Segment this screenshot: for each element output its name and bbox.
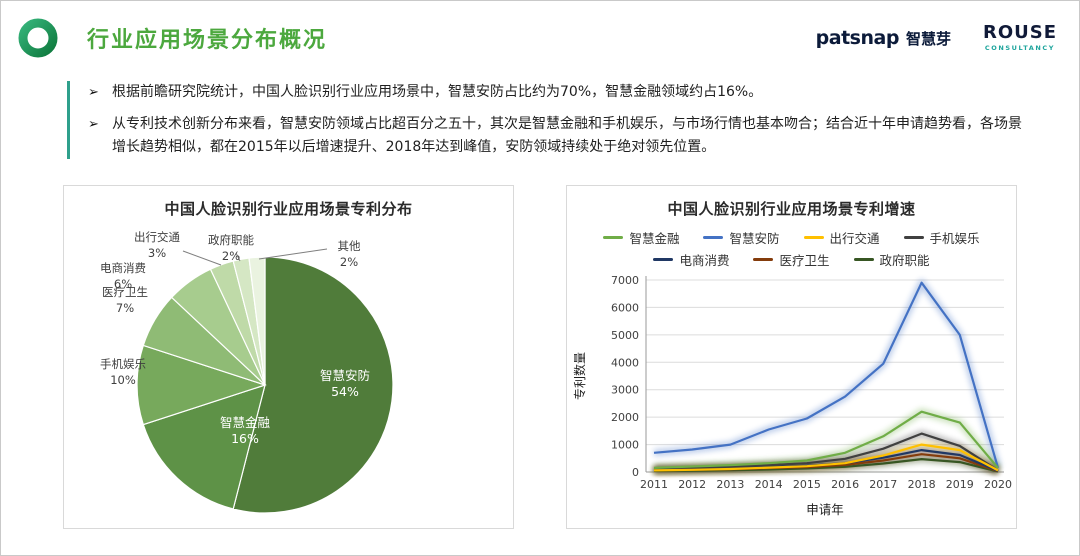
patsnap-cn-name: 智慧芽 bbox=[905, 30, 951, 48]
pie-label-pct: 2% bbox=[221, 249, 239, 263]
bullet-text: 根据前瞻研究院统计，中国人脸识别行业应用场景中，智慧安防占比约为70%，智慧金融… bbox=[112, 84, 763, 100]
y-tick-label: 5000 bbox=[611, 329, 639, 342]
pie-label: 政府职能 bbox=[208, 233, 254, 247]
line-chart-legend: 智慧金融 智慧安防 出行交通 手机娱乐电商消费 医疗卫生 政府职能 bbox=[603, 225, 980, 272]
legend-item: 手机娱乐 bbox=[903, 228, 980, 247]
pie-leader-line bbox=[182, 250, 221, 266]
legend-line-swatch bbox=[653, 258, 674, 262]
pie-label: 电商消费 bbox=[100, 261, 146, 275]
legend-label: 智慧金融 bbox=[629, 231, 680, 247]
y-tick-label: 1000 bbox=[611, 439, 639, 452]
x-tick-label: 2012 bbox=[678, 478, 706, 491]
x-tick-label: 2015 bbox=[792, 478, 820, 491]
line-chart-panel: 中国人脸识别行业应用场景专利增速 智慧金融 智慧安防 出行交通 手机娱乐电商消费 医疗卫… bbox=[566, 185, 1017, 530]
legend-label: 出行交通 bbox=[829, 231, 880, 247]
series-line bbox=[653, 410, 999, 470]
bullet-text: 从专利技术创新分布来看，智慧安防领域占比超百分之五十，其次是智慧金融和手机娱乐，… bbox=[112, 116, 1022, 156]
pie-label: 出行交通 bbox=[134, 230, 180, 244]
x-tick-label: 2017 bbox=[869, 478, 897, 491]
bullet-item: ➢ 根据前瞻研究院统计，中国人脸识别行业应用场景中，智慧安防占比约为70%，智慧… bbox=[88, 81, 1023, 104]
pie-label-pct: 3% bbox=[147, 246, 165, 260]
legend-label: 医疗卫生 bbox=[779, 253, 830, 269]
series-line bbox=[653, 432, 999, 472]
pie-chart-title: 中国人脸识别行业应用场景专利分布 bbox=[164, 200, 413, 219]
pie-slice bbox=[142, 384, 266, 511]
pie-label: 智慧金融 bbox=[219, 415, 270, 430]
x-tick-label: 2011 bbox=[640, 478, 668, 491]
patsnap-wordmark: patsnap bbox=[815, 27, 900, 49]
charts-row: 中国人脸识别行业应用场景专利分布 智慧安防 54% 智慧金融 16% 手机娱乐 10% 医疗… bbox=[1, 185, 1079, 530]
header: 行业应用场景分布概况 patsnap 智慧芽 ROUSE CONSULTANCY bbox=[1, 1, 1079, 61]
y-tick-label: 3000 bbox=[611, 384, 639, 397]
x-tick-label: 2019 bbox=[945, 478, 973, 491]
logo-group: patsnap 智慧芽 ROUSE CONSULTANCY bbox=[816, 24, 1057, 52]
legend-line-swatch bbox=[753, 258, 774, 262]
x-tick-label: 2016 bbox=[831, 478, 859, 491]
legend-row: 电商消费 医疗卫生 政府职能 bbox=[603, 250, 979, 269]
legend-line-swatch bbox=[603, 236, 624, 240]
y-tick-label: 7000 bbox=[611, 274, 639, 287]
bullet-item: ➢ 从专利技术创新分布来看，智慧安防领域占比超百分之五十，其次是智慧金融和手机娱… bbox=[88, 113, 1023, 159]
line-chart-title: 中国人脸识别行业应用场景专利增速 bbox=[667, 200, 916, 219]
patsnap-logo: patsnap 智慧芽 bbox=[816, 27, 951, 49]
rouse-logo: ROUSE CONSULTANCY bbox=[983, 24, 1057, 52]
legend-line-swatch bbox=[703, 236, 724, 240]
pie-label-pct: 54% bbox=[331, 384, 359, 399]
x-tick-label: 2013 bbox=[716, 478, 744, 491]
legend-label: 智慧安防 bbox=[729, 231, 780, 247]
pie-label-pct: 2% bbox=[339, 255, 357, 269]
pie-label-pct: 16% bbox=[231, 431, 259, 446]
line-chart: 0 1000 2000 3000 4000 5000 6000 7000 2011 2012 201… bbox=[572, 274, 1012, 517]
legend-line-swatch bbox=[903, 236, 924, 240]
x-tick-label: 2014 bbox=[754, 478, 782, 491]
page-title: 行业应用场景分布概况 bbox=[87, 28, 328, 53]
legend-label: 政府职能 bbox=[879, 253, 930, 269]
pie-label: 手机娱乐 bbox=[100, 357, 146, 371]
legend-item: 出行交通 bbox=[803, 228, 880, 247]
series-line bbox=[653, 281, 999, 469]
legend-label: 电商消费 bbox=[679, 253, 730, 269]
pie-label: 智慧安防 bbox=[319, 368, 369, 383]
summary-bullets: ➢ 根据前瞻研究院统计，中国人脸识别行业应用场景中，智慧安防占比约为70%，智慧… bbox=[67, 81, 1023, 160]
rouse-wordmark: ROUSE bbox=[982, 22, 1057, 44]
legend-item: 电商消费 bbox=[653, 250, 729, 269]
y-axis-title: 专利数量 bbox=[572, 352, 587, 400]
legend-item: 智慧金融 bbox=[603, 228, 679, 247]
series-line bbox=[653, 443, 999, 472]
pie-label-pct: 6% bbox=[113, 277, 131, 291]
legend-line-swatch bbox=[853, 258, 874, 262]
legend-line-swatch bbox=[803, 236, 824, 240]
y-tick-label: 0 bbox=[632, 466, 639, 479]
pie-slice bbox=[135, 344, 267, 426]
legend-row: 智慧金融 智慧安防 出行交通 手机娱乐 bbox=[603, 228, 980, 247]
pie-label: 其他 bbox=[337, 239, 360, 253]
pie-slice bbox=[247, 256, 266, 386]
pie-chart-panel: 中国人脸识别行业应用场景专利分布 智慧安防 54% 智慧金融 16% 手机娱乐 10% 医疗… bbox=[63, 185, 514, 530]
pie-label-pct: 7% bbox=[115, 301, 133, 315]
bullet-arrow-icon: ➢ bbox=[88, 85, 99, 100]
pie-leader-line bbox=[235, 253, 240, 262]
x-tick-label: 2020 bbox=[984, 478, 1012, 491]
x-axis-title: 申请年 bbox=[806, 502, 844, 517]
y-tick-label: 6000 bbox=[611, 302, 639, 315]
pie-label-pct: 10% bbox=[110, 373, 136, 387]
bullet-arrow-icon: ➢ bbox=[88, 117, 99, 133]
y-tick-label: 2000 bbox=[611, 411, 639, 424]
x-tick-label: 2018 bbox=[907, 478, 935, 491]
brand-ring-icon bbox=[18, 18, 58, 58]
rouse-subtitle: CONSULTANCY bbox=[984, 44, 1056, 53]
y-tick-label: 4000 bbox=[611, 357, 639, 370]
pie-slice bbox=[231, 256, 394, 514]
pie-leader-line bbox=[258, 248, 327, 260]
pie-label: 医疗卫生 bbox=[102, 285, 148, 299]
legend-item: 智慧安防 bbox=[703, 228, 780, 247]
legend-item: 医疗卫生 bbox=[753, 250, 830, 269]
legend-label: 手机娱乐 bbox=[929, 231, 980, 247]
legend-item: 政府职能 bbox=[853, 250, 930, 269]
